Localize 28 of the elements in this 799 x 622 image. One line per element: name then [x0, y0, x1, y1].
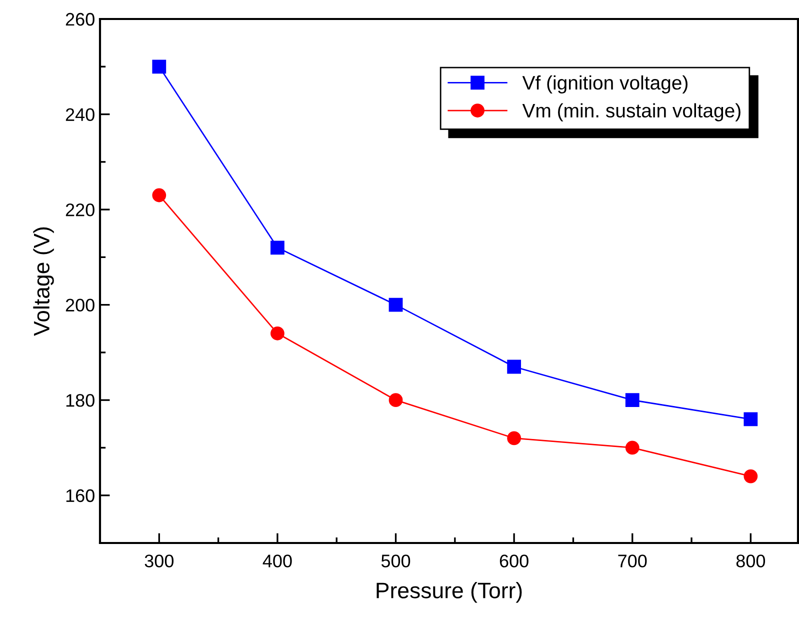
y-tick-label: 260	[66, 12, 94, 26]
x-tick-label: 800	[736, 554, 766, 568]
legend-label: Vm (min. sustain voltage)	[522, 103, 740, 122]
y-tick-label: 180	[66, 394, 94, 407]
x-tick-label: 600	[500, 554, 528, 568]
point	[388, 393, 403, 408]
x-tick-label: 500	[381, 554, 410, 568]
x-tick-label: 400	[262, 554, 292, 568]
y-axis-title: Voltage (V)	[33, 227, 54, 336]
point	[625, 393, 640, 408]
point	[744, 412, 758, 426]
point	[388, 298, 403, 312]
y-tick-label: 200	[66, 298, 94, 312]
point	[152, 188, 166, 202]
x-tick-label: 300	[144, 554, 174, 568]
point	[507, 360, 522, 374]
point	[625, 440, 640, 455]
point	[270, 326, 284, 340]
y-tick-label: 220	[66, 203, 94, 216]
y-tick-label: 240	[66, 108, 94, 121]
point	[270, 240, 284, 255]
point	[744, 469, 758, 484]
point	[152, 60, 166, 74]
legend-label: Vf (ignition voltage)	[522, 75, 688, 94]
x-axis-title: Pressure (Torr)	[376, 582, 522, 603]
point	[507, 431, 522, 446]
x-tick-label: 700	[618, 554, 647, 568]
y-tick-label: 160	[66, 489, 94, 502]
